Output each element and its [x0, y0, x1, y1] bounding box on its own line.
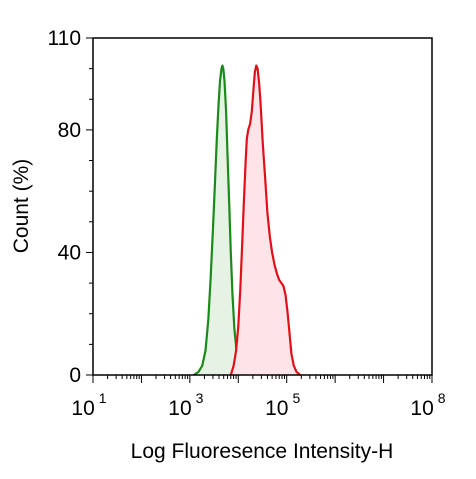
- x-axis-ticks: 10 1 10 3 10 5 10 8: [71, 375, 446, 420]
- y-tick-label: 110: [48, 27, 81, 50]
- y-axis-ticks: 0 40 80 110: [48, 27, 93, 387]
- plot-area: [193, 64, 301, 376]
- plot-frame: [92, 37, 433, 376]
- x-tick-label: 10 1: [71, 390, 106, 420]
- x-tick-label: 10 5: [265, 390, 300, 420]
- series-2-line: [229, 64, 301, 376]
- y-tick-label: 0: [69, 364, 81, 387]
- x-tick-label: 10 3: [168, 390, 203, 420]
- y-tick-label: 40: [58, 241, 81, 264]
- series-1-line: [193, 64, 247, 376]
- x-axis-title: Log Fluoresence Intensity-H: [131, 440, 394, 463]
- x-tick-label: 10 8: [410, 390, 445, 420]
- y-tick-label: 80: [58, 119, 81, 142]
- series-2-area: [230, 65, 301, 375]
- y-axis-title: Count (%): [10, 159, 33, 254]
